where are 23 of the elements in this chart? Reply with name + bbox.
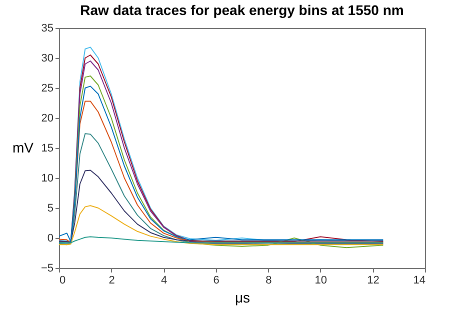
y-axis-title: mV bbox=[12, 140, 34, 156]
y-tick-label: 30 bbox=[41, 52, 54, 64]
x-tick-label: 10 bbox=[314, 274, 328, 286]
x-tick-label: 6 bbox=[213, 274, 220, 286]
x-tick-label: 12 bbox=[367, 274, 380, 286]
y-tick-label: 20 bbox=[41, 112, 54, 124]
x-axis-title: μs bbox=[234, 290, 250, 306]
y-tick-label: −5 bbox=[40, 262, 54, 274]
y-tick-label: 35 bbox=[41, 22, 54, 34]
line-series bbox=[59, 205, 384, 246]
y-tick-label: 15 bbox=[41, 142, 54, 154]
y-tick-label: 25 bbox=[41, 82, 54, 94]
x-tick-label: 14 bbox=[413, 274, 426, 286]
x-tick-label: 8 bbox=[266, 274, 272, 286]
line-series bbox=[59, 170, 384, 243]
x-tick-label: 4 bbox=[161, 274, 168, 286]
line-series bbox=[59, 133, 384, 244]
y-tick-label: 10 bbox=[41, 172, 54, 184]
x-tick-label: 2 bbox=[108, 274, 115, 286]
x-tick-label: 0 bbox=[60, 274, 66, 286]
chart-title: Raw data traces for peak energy bins at 1550 nm bbox=[80, 2, 404, 18]
y-tick-label: 5 bbox=[47, 202, 54, 214]
y-tick-label: 0 bbox=[47, 232, 54, 244]
